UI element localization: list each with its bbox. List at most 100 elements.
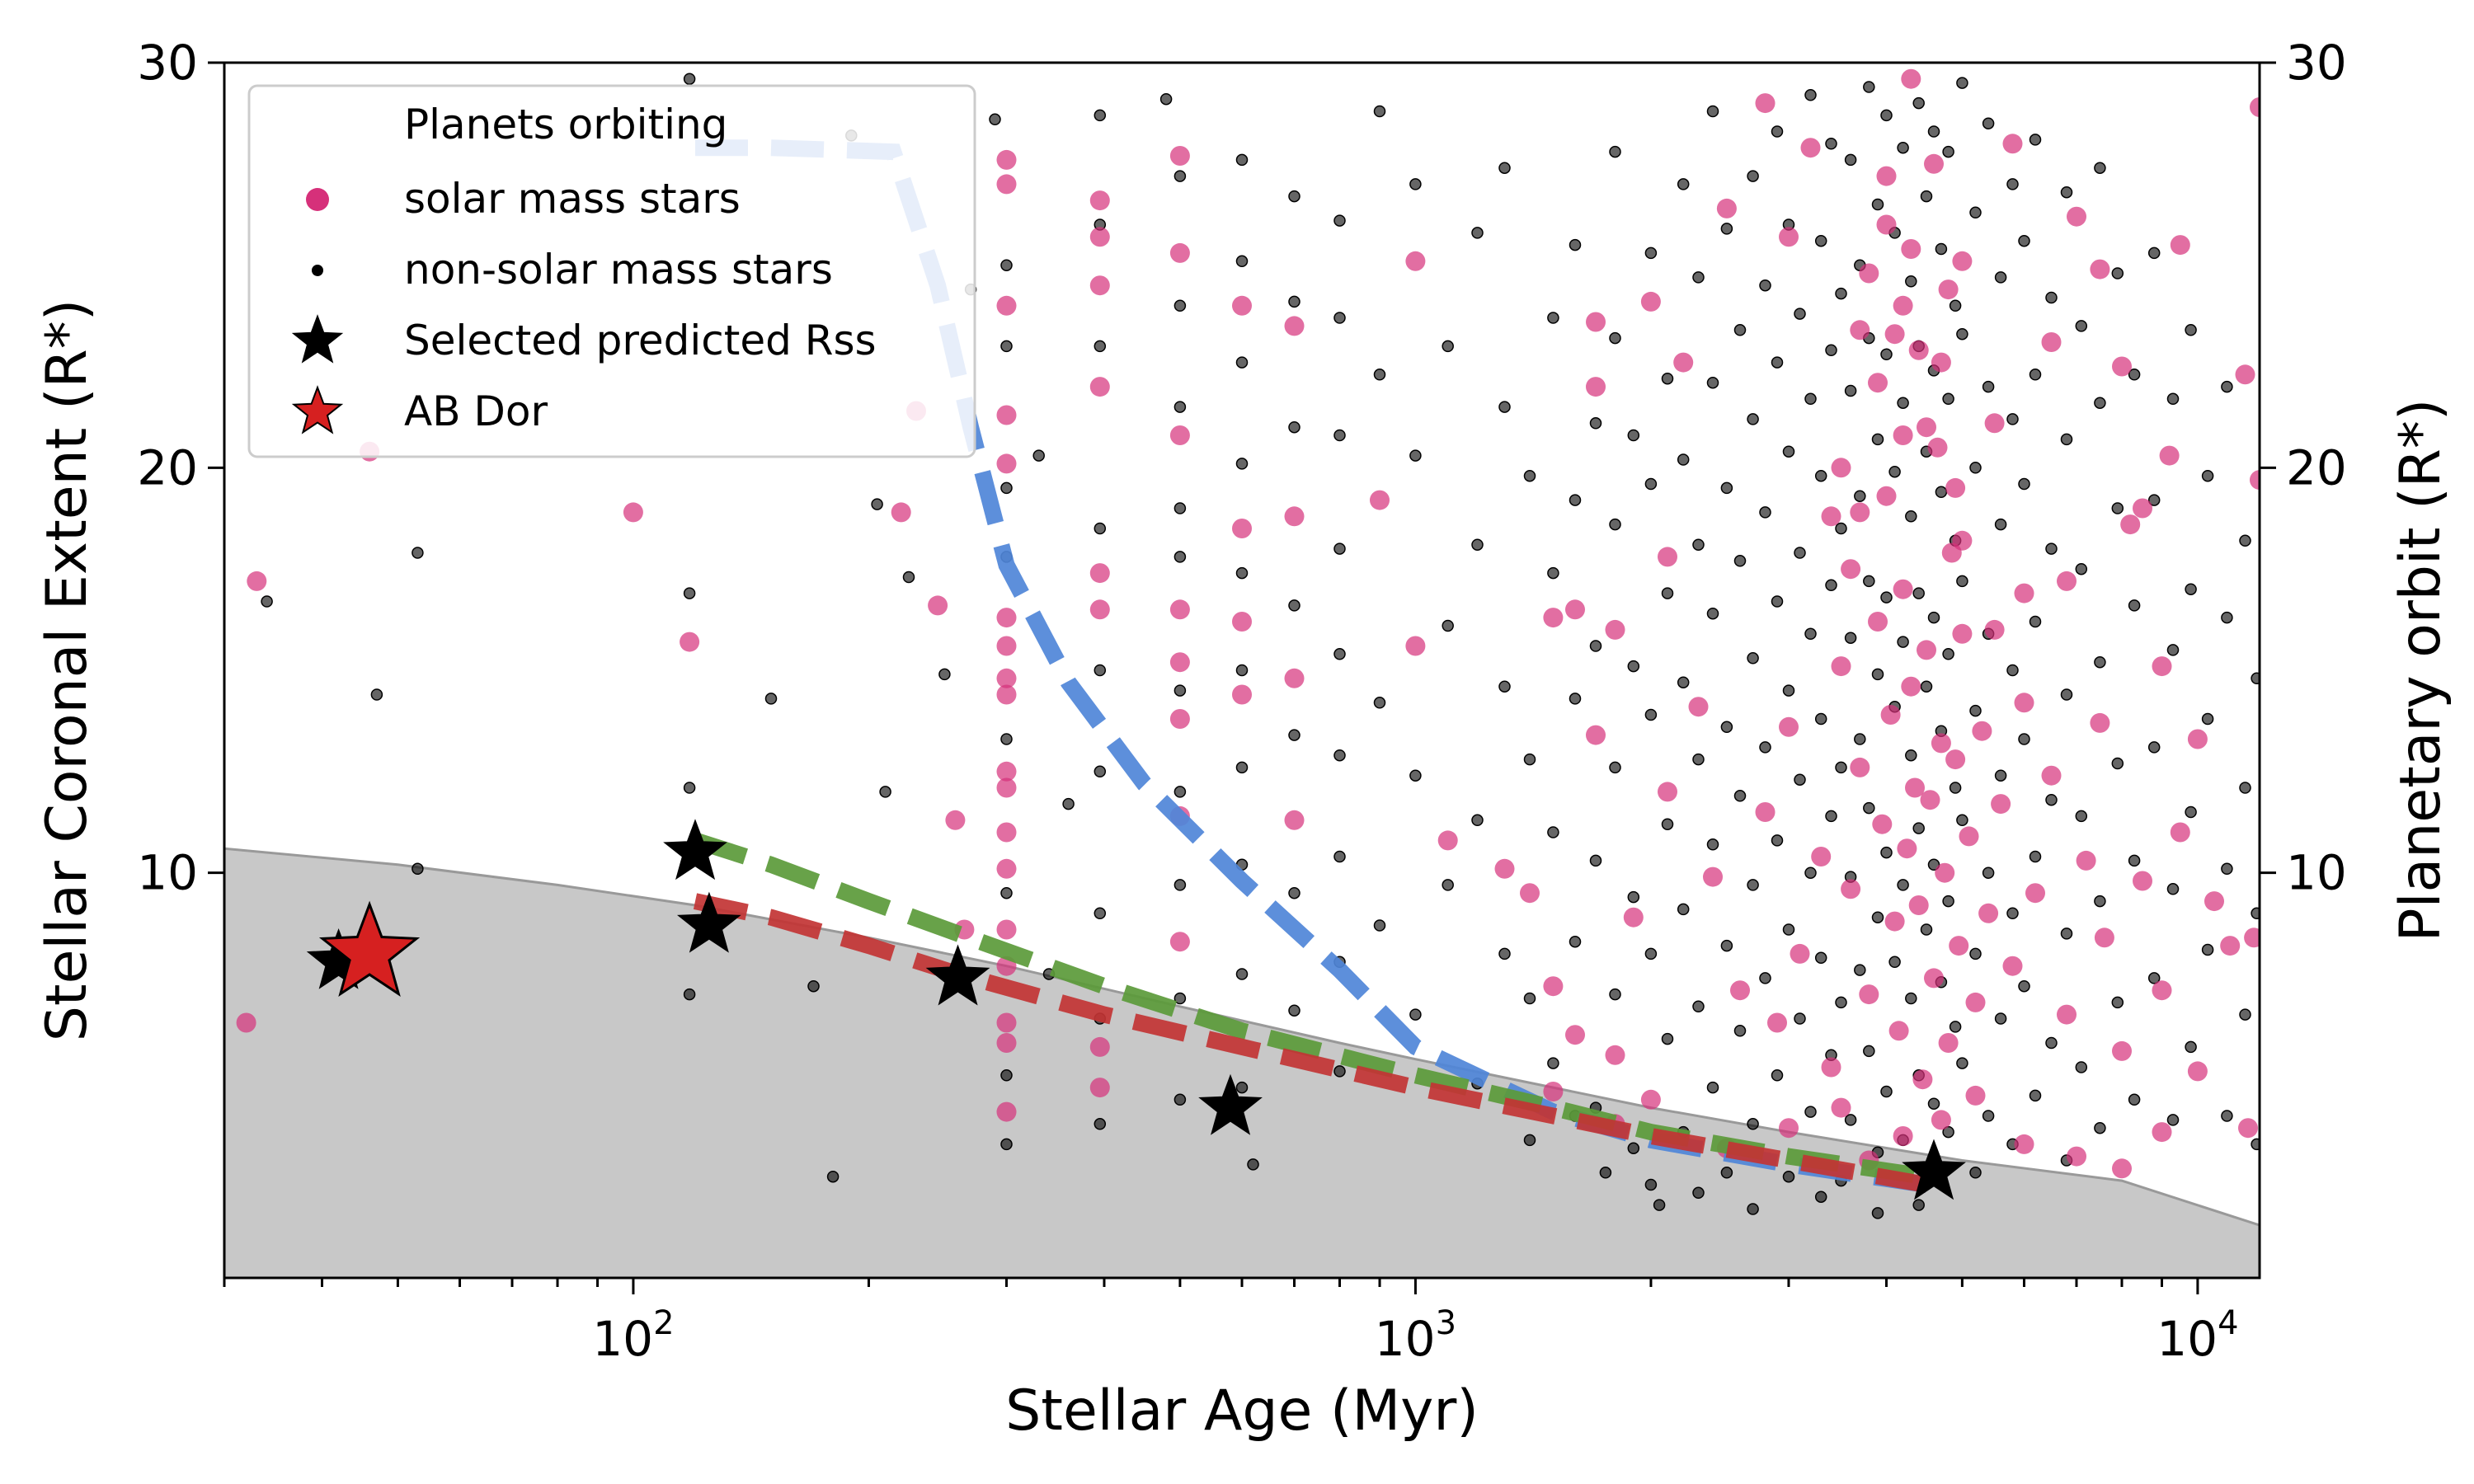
non-solar-point <box>1032 449 1045 462</box>
non-solar-point <box>1920 923 1933 936</box>
non-solar-point <box>1159 92 1173 106</box>
non-solar-point <box>938 668 951 681</box>
non-solar-point <box>2029 615 2042 628</box>
non-solar-point <box>1706 838 1719 851</box>
non-solar-point <box>2018 979 2030 993</box>
non-solar-point <box>1720 481 1733 495</box>
solar-point <box>1673 352 1694 373</box>
non-solar-point <box>1747 879 1759 891</box>
solar-point <box>2187 729 2208 749</box>
non-solar-point <box>1747 1203 1759 1215</box>
non-solar-point <box>2166 883 2180 895</box>
non-solar-point <box>764 693 778 705</box>
solar-point <box>996 636 1017 656</box>
solar-point <box>1767 1012 1787 1033</box>
non-solar-point <box>1235 664 1249 677</box>
solar-point <box>1927 437 1948 458</box>
non-solar-point <box>2239 1008 2251 1021</box>
non-solar-point <box>1771 1069 1784 1082</box>
solar-point <box>1586 312 1606 332</box>
solar-point <box>1284 316 1305 336</box>
solar-point <box>1908 340 1929 360</box>
non-solar-point <box>2075 320 2088 332</box>
non-solar-point <box>1373 105 1386 118</box>
solar-point <box>1284 506 1305 527</box>
predicted-rss-star <box>925 944 990 1006</box>
non-solar-point <box>2029 369 2042 381</box>
non-solar-point <box>1969 462 1982 474</box>
solar-point <box>1089 599 1110 620</box>
non-solar-point <box>1927 1097 1940 1110</box>
solar-point <box>1821 506 1841 527</box>
non-solar-point <box>1644 247 1658 260</box>
solar-point <box>1543 608 1564 628</box>
non-solar-point <box>1733 1025 1747 1037</box>
non-solar-point <box>2128 854 2141 867</box>
non-solar-point <box>1569 494 1582 506</box>
non-solar-point <box>1747 1118 1759 1130</box>
non-solar-point <box>1442 879 1454 891</box>
non-solar-point <box>1627 429 1640 442</box>
non-solar-point <box>1844 632 1857 644</box>
y-tick-labels-left: 10 20 30 <box>137 35 198 901</box>
non-solar-point <box>1888 465 1901 478</box>
non-solar-point <box>1547 312 1559 324</box>
non-solar-point <box>1897 879 1909 891</box>
non-solar-point <box>1720 1167 1733 1179</box>
non-solar-point <box>1814 1190 1827 1203</box>
non-solar-point <box>2045 291 2058 304</box>
non-solar-point <box>1692 1186 1705 1200</box>
non-solar-point <box>1333 312 1346 324</box>
non-solar-point <box>1174 551 1187 563</box>
non-solar-point <box>2029 134 2042 146</box>
solar-point <box>1370 490 1390 510</box>
non-solar-point <box>2006 664 2019 677</box>
non-solar-point <box>1794 773 1806 786</box>
non-solar-point <box>1661 372 1674 385</box>
x-tick-label: 102 <box>592 1304 674 1367</box>
solar-point <box>1893 425 1913 445</box>
non-solar-point <box>1956 77 1968 89</box>
non-solar-point <box>2094 162 2106 174</box>
solar-point <box>1841 559 1861 580</box>
non-solar-point <box>1804 627 1817 641</box>
non-solar-point <box>1771 834 1784 847</box>
non-solar-point <box>2060 186 2073 199</box>
non-solar-point <box>1759 741 1771 754</box>
solar-point <box>2133 871 2152 891</box>
non-solar-point <box>1589 854 1602 867</box>
non-solar-point <box>683 73 696 85</box>
solar-point <box>1984 619 2005 640</box>
solar-point <box>1924 153 1944 174</box>
solar-point <box>1232 684 1252 705</box>
non-solar-point <box>2166 644 2180 656</box>
solar-point <box>1945 477 1966 498</box>
solar-point <box>1888 1021 1909 1041</box>
non-solar-point <box>1863 801 1875 815</box>
solar-point <box>2041 332 2062 352</box>
legend-marker-star-black <box>291 314 344 364</box>
solar-point <box>1991 794 2011 815</box>
solar-point <box>2152 1122 2172 1143</box>
non-solar-point <box>2239 534 2251 547</box>
solar-point <box>1884 911 1905 932</box>
non-solar-point <box>2251 907 2260 920</box>
solar-point <box>2120 514 2141 535</box>
non-solar-point <box>1692 1000 1705 1013</box>
non-solar-point <box>2018 477 2030 491</box>
solar-point <box>1938 1033 1959 1053</box>
solar-point <box>1169 242 1190 263</box>
x-tick-label: 103 <box>1375 1304 1456 1367</box>
non-solar-point <box>1825 344 1837 357</box>
non-solar-point <box>1174 170 1187 182</box>
solar-point <box>2014 693 2034 713</box>
non-solar-point <box>1589 640 1602 652</box>
non-solar-point <box>1706 607 1719 620</box>
solar-point <box>1952 251 1973 271</box>
non-solar-point <box>1373 369 1386 381</box>
non-solar-point <box>1333 850 1346 863</box>
non-solar-mass-points <box>261 73 2260 1219</box>
solar-point <box>2057 571 2077 591</box>
non-solar-point <box>1782 1170 1795 1183</box>
non-solar-point <box>1000 259 1013 271</box>
